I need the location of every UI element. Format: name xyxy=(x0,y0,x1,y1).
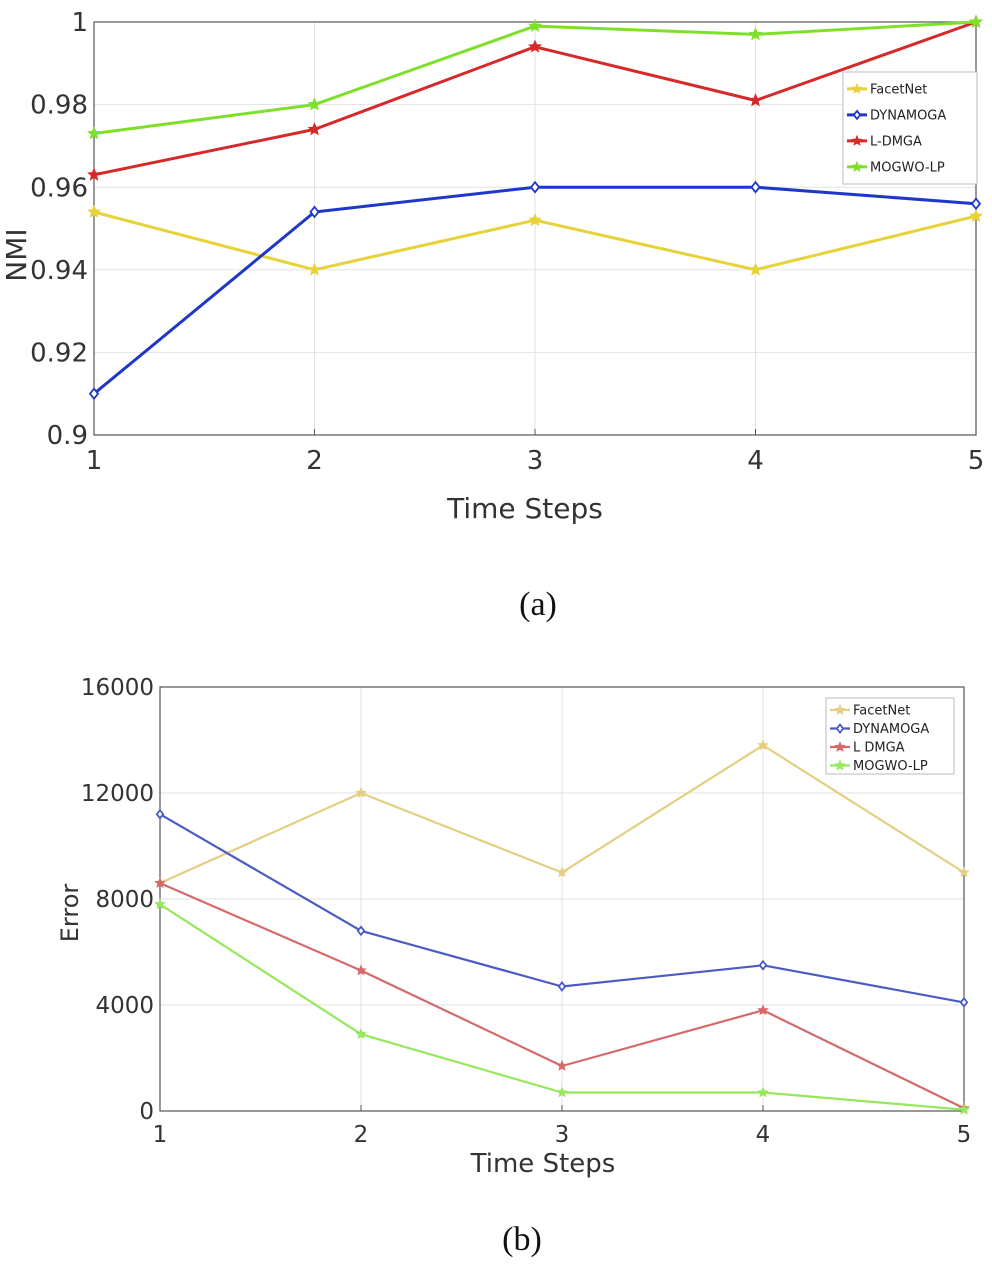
data-point xyxy=(970,197,982,211)
legend-marker xyxy=(851,160,863,172)
data-point xyxy=(758,959,768,971)
data-point xyxy=(87,126,101,140)
x-tick-label: 5 xyxy=(957,1122,972,1148)
legend-marker xyxy=(834,759,846,771)
x-tick-label: 3 xyxy=(555,1122,570,1148)
y-tick-label: 8000 xyxy=(95,887,154,913)
x-ticks-b: 1 2 3 4 5 xyxy=(153,1122,972,1148)
data-point xyxy=(528,39,542,53)
data-point xyxy=(556,1059,568,1071)
chart-panel-a: 0.9 0.92 0.94 0.96 0.98 1 1 2 3 4 5 FacetNet DYNAM… xyxy=(0,8,984,623)
data-point xyxy=(154,876,166,889)
y-ticks-a: 0.9 0.92 0.94 0.96 0.98 1 xyxy=(30,8,88,451)
legend-marker xyxy=(835,723,845,734)
data-point xyxy=(969,14,983,28)
data-point xyxy=(757,739,769,751)
data-point xyxy=(529,180,541,194)
x-tick-label: 4 xyxy=(756,1122,771,1148)
legend-b: FacetNet DYNAMOGA L DMGA MOGWO-LP xyxy=(825,697,955,775)
y-tick-label: 4000 xyxy=(95,993,154,1019)
x-tick-label: 5 xyxy=(968,446,985,476)
y-tick-label: 0 xyxy=(139,1099,154,1125)
data-point xyxy=(155,808,165,820)
legend-marker xyxy=(851,82,863,94)
data-point xyxy=(309,205,320,219)
legend-entry: DYNAMOGA xyxy=(853,722,929,737)
chart-panel-b: 0 4000 8000 12000 16000 1 2 3 4 5 FacetNet DYNAMO… xyxy=(56,675,971,1258)
y-tick-label: 0.92 xyxy=(30,339,88,369)
caption-b: (b) xyxy=(502,1221,542,1258)
x-tick-label: 2 xyxy=(306,446,323,476)
x-ticks-a: 1 2 3 4 5 xyxy=(86,446,985,476)
y-axis-title-b: Error xyxy=(56,884,84,943)
data-point xyxy=(757,1004,769,1016)
data-point xyxy=(958,1103,970,1115)
data-point xyxy=(757,1086,769,1098)
caption-a: (a) xyxy=(519,586,557,623)
series-group-b xyxy=(154,739,970,1115)
legend-entry: MOGWO-LP xyxy=(870,161,945,176)
legend-entry: FacetNet xyxy=(870,83,927,98)
legend-marker xyxy=(834,703,846,715)
data-point xyxy=(307,262,322,276)
data-point xyxy=(556,866,568,878)
data-point xyxy=(959,996,969,1008)
x-tick-label: 4 xyxy=(747,446,764,476)
legend-entry: L DMGA xyxy=(853,741,905,756)
x-axis-title-b: Time Steps xyxy=(470,1149,616,1179)
data-point xyxy=(88,387,100,401)
x-tick-label: 3 xyxy=(527,446,544,476)
legend-marker xyxy=(851,134,863,146)
series-group-a xyxy=(87,14,983,401)
legend-marker xyxy=(852,109,862,121)
data-point xyxy=(748,262,763,276)
data-point xyxy=(87,204,101,218)
y-tick-label: 0.96 xyxy=(30,173,88,203)
x-tick-label: 1 xyxy=(153,1122,168,1148)
y-axis-title-a: NMI xyxy=(0,228,33,281)
legend-entry: MOGWO-LP xyxy=(853,759,928,774)
y-tick-label: 0.98 xyxy=(30,91,88,121)
data-point xyxy=(750,180,761,194)
data-point xyxy=(969,208,983,223)
data-point xyxy=(356,925,366,937)
data-point xyxy=(355,964,367,976)
y-tick-label: 12000 xyxy=(81,781,154,807)
legend-entry: FacetNet xyxy=(853,704,910,719)
data-point xyxy=(748,93,763,107)
x-tick-label: 2 xyxy=(354,1122,369,1148)
data-point xyxy=(748,27,763,41)
y-ticks-b: 0 4000 8000 12000 16000 xyxy=(81,675,154,1125)
legend-box xyxy=(842,71,978,185)
y-tick-label: 1 xyxy=(71,8,88,38)
data-point xyxy=(528,18,542,33)
data-point xyxy=(87,167,101,181)
y-tick-label: 16000 xyxy=(81,675,154,701)
data-point xyxy=(958,866,970,878)
x-tick-label: 1 xyxy=(86,446,103,476)
legend-entry: DYNAMOGA xyxy=(870,109,946,124)
data-point xyxy=(528,212,542,227)
legend-a: FacetNet DYNAMOGA L-DMGA MOGWO-LP xyxy=(842,71,978,185)
legend-entry: L-DMGA xyxy=(870,135,922,150)
data-point xyxy=(556,1086,568,1098)
x-axis-title-a: Time Steps xyxy=(446,492,603,525)
y-tick-label: 0.9 xyxy=(47,421,88,451)
legend-marker xyxy=(834,740,846,752)
data-point xyxy=(557,981,567,992)
data-point xyxy=(355,1028,367,1040)
data-point xyxy=(307,97,322,111)
y-tick-label: 0.94 xyxy=(30,256,88,286)
data-point xyxy=(154,898,166,910)
data-point xyxy=(307,122,322,136)
data-point xyxy=(355,786,367,798)
